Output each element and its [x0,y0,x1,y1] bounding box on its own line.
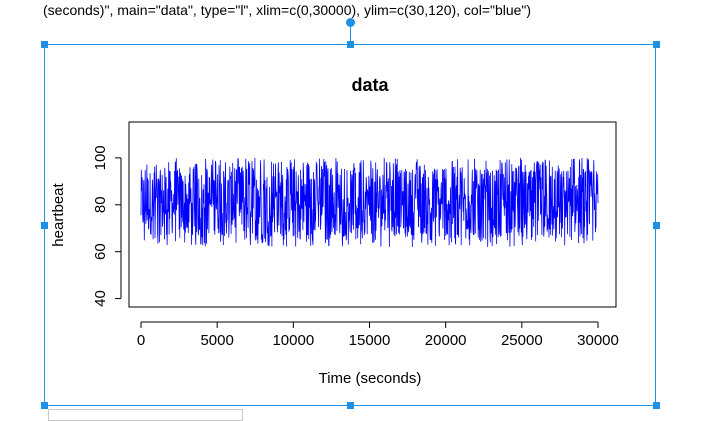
y-tick-label: 100 [92,145,109,170]
resize-handle-bottom-middle[interactable] [347,402,354,409]
resize-handle-bottom-left[interactable] [41,402,48,409]
resize-handle-bottom-right[interactable] [653,402,660,409]
rotation-stem [350,24,351,44]
y-axis: 40 60 80 100 [92,145,122,307]
x-tick-label: 25000 [501,332,543,349]
plot-box [128,121,617,308]
x-tick-label: 5000 [200,332,233,349]
x-axis-label: Time (seconds) [319,370,422,387]
y-axis-label: heartbeat [50,182,67,246]
y-tick-label: 40 [92,290,109,307]
y-tick-label: 60 [92,243,109,260]
resize-handle-middle-left[interactable] [41,222,48,229]
resize-handle-top-left[interactable] [41,41,48,48]
y-tick-label: 80 [92,196,109,213]
series-line-heartbeat [140,157,599,248]
x-tick-label: 20000 [425,332,467,349]
x-tick-label: 30000 [577,332,619,349]
chart-title: data [351,75,389,95]
resize-handle-top-right[interactable] [653,41,660,48]
x-tick-label: 10000 [272,332,314,349]
x-axis: 0 5000 10000 15000 20000 25000 30000 [137,321,619,349]
resize-handle-top-middle[interactable] [347,41,354,48]
rotation-handle[interactable] [346,18,355,27]
code-snippet-text: (seconds)", main="data", type="l", xlim=… [43,2,532,18]
x-tick-label: 15000 [349,332,391,349]
x-tick-label: 0 [137,332,145,349]
resize-handle-middle-right[interactable] [653,222,660,229]
